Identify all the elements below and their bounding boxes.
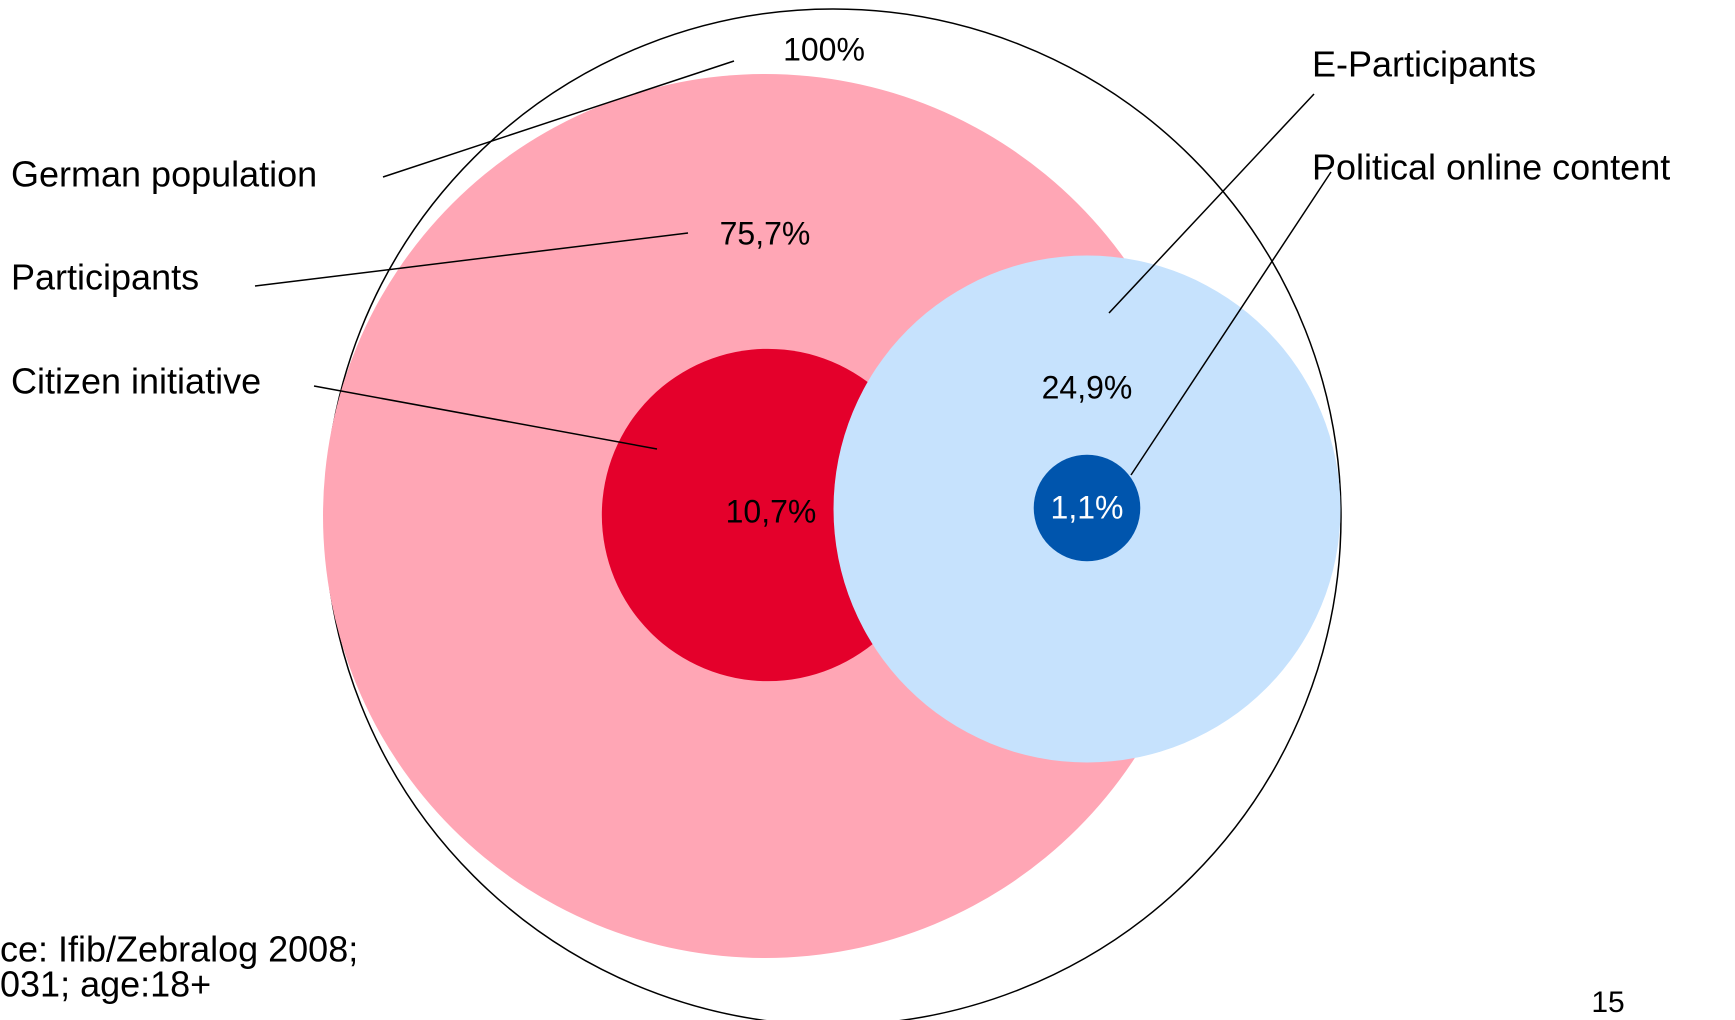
- source-line: 031; age:18+: [0, 964, 211, 1005]
- leader-line: [382, 60, 735, 178]
- category-label: Citizen initiative: [11, 361, 261, 402]
- leader-line: [254, 232, 689, 287]
- circle: [1033, 454, 1141, 562]
- leader-line: [313, 385, 658, 450]
- value-label: 100%: [783, 31, 865, 67]
- value-label: 24,9%: [1042, 369, 1133, 405]
- category-label: German population: [11, 154, 317, 195]
- leader-line: [1108, 93, 1315, 314]
- category-label: Participants: [11, 257, 199, 298]
- source-line: ce: Ifib/Zebralog 2008;: [0, 929, 358, 970]
- page-number: 15: [1591, 986, 1624, 1019]
- category-label: E-Participants: [1312, 44, 1536, 85]
- value-label: 1,1%: [1051, 489, 1124, 525]
- category-label: Political online content: [1312, 147, 1670, 188]
- leader-line: [1130, 171, 1332, 476]
- value-label: 75,7%: [720, 215, 811, 251]
- value-label: 10,7%: [726, 493, 817, 529]
